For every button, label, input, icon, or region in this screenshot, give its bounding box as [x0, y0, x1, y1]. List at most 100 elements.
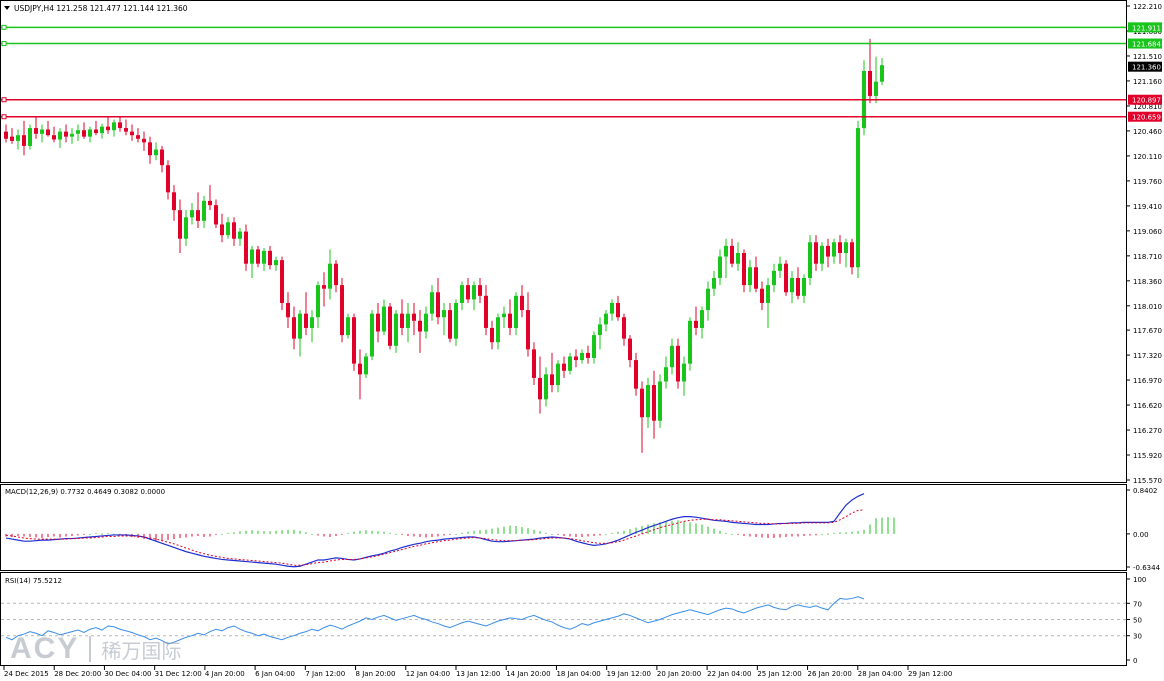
time-tick-label: 30 Dec 04:00 — [104, 670, 151, 678]
candle-body — [490, 327, 494, 343]
candle-body — [232, 222, 236, 239]
candle-body — [730, 245, 734, 264]
line-price-label: 121.684 — [1132, 41, 1161, 49]
candle-body — [550, 374, 554, 386]
time-tick-label: 31 Dec 12:00 — [155, 670, 202, 678]
candle-body — [196, 210, 200, 221]
price-tick-label: 116.270 — [1133, 427, 1162, 435]
line-price-label-box — [1128, 22, 1162, 33]
macd-line — [5, 493, 865, 568]
candle-body — [160, 149, 164, 166]
time-tick-label: 6 Jan 04:00 — [255, 670, 295, 678]
time-axis: 24 Dec 2015 28 Dec 20:00 30 Dec 04:00 31 De… — [3, 666, 952, 678]
broker-watermark: ACY 稀万国际 — [10, 632, 181, 666]
candle-body — [484, 295, 488, 328]
candle-body — [310, 317, 314, 328]
macd-signal-line — [5, 509, 865, 566]
candle-body — [208, 200, 212, 206]
candle-body — [358, 363, 362, 375]
candle-body — [850, 242, 854, 268]
candle-body — [118, 122, 122, 129]
candle-body — [136, 135, 140, 139]
candle-body — [496, 317, 500, 343]
rsi-title: RSI(14) 75.5212 — [5, 577, 62, 585]
price-tick-label: 120.110 — [1133, 153, 1162, 161]
candle-body — [352, 317, 356, 364]
candle-body — [742, 252, 746, 286]
candle-body — [334, 263, 338, 286]
line-anchor-handle — [1, 24, 7, 30]
price-tick-label: 116.620 — [1133, 402, 1162, 410]
candle-body — [124, 128, 128, 132]
candle-body — [634, 360, 638, 389]
candle-body — [856, 128, 860, 268]
candle-body — [166, 165, 170, 193]
candle-body — [838, 242, 842, 253]
candle-body — [460, 285, 464, 303]
horizontal-lines[interactable]: 121.911 121.684 120.897 120.659 — [1, 22, 1162, 122]
line-anchor-handle — [1, 97, 7, 103]
candle-body — [802, 277, 806, 296]
candle-body — [190, 210, 194, 218]
candle-body — [508, 313, 512, 328]
candle-body — [202, 200, 206, 221]
triangle-down-icon[interactable] — [4, 6, 10, 10]
candle-body — [70, 133, 74, 137]
candle-body — [154, 149, 158, 156]
candle-body — [412, 313, 416, 321]
candle-body — [436, 292, 440, 318]
candle-body — [844, 242, 848, 253]
candle-body — [364, 356, 368, 375]
candle-body — [418, 320, 422, 332]
candle-body — [874, 81, 878, 96]
candle-body — [292, 317, 296, 339]
candle-body — [754, 267, 758, 289]
candle-body — [712, 277, 716, 289]
candle-body — [28, 128, 32, 146]
candle-body — [88, 129, 92, 137]
candle-body — [526, 310, 530, 350]
time-tick-label: 28 Jan 04:00 — [858, 670, 902, 678]
rsi-tick-label: 0 — [1133, 657, 1137, 665]
time-tick-label: 29 Jan 12:00 — [908, 670, 952, 678]
watermark-logo-text: ACY — [10, 632, 80, 665]
price-tick-label: 117.320 — [1133, 352, 1162, 360]
price-tick-label: 122.210 — [1133, 3, 1162, 11]
candle-body — [562, 363, 566, 371]
candle-body — [766, 285, 770, 303]
candle-body — [478, 285, 482, 296]
candle-body — [376, 313, 380, 332]
time-tick-label: 24 Dec 2015 — [4, 670, 49, 678]
candle-body — [544, 374, 548, 400]
time-tick-label: 19 Jan 12:00 — [607, 670, 651, 678]
symbol-ohlc-readout: USDJPY,H4 121.258 121.477 121.144 121.36… — [14, 4, 188, 13]
candle-body — [448, 310, 452, 339]
candle-body — [868, 70, 872, 96]
price-tick-label: 120.810 — [1133, 103, 1162, 111]
candle-body — [520, 295, 524, 311]
candle-body — [604, 313, 608, 325]
price-tick-label: 118.010 — [1133, 303, 1162, 311]
candle-body — [82, 130, 86, 137]
candle-body — [826, 245, 830, 257]
time-tick-label: 12 Jan 04:00 — [406, 670, 450, 678]
candle-body — [274, 260, 278, 266]
candle-body — [226, 222, 230, 236]
candle-body — [628, 338, 632, 361]
rsi-pane: RSI(14) 75.5212 100 70 50 30 0 — [1, 576, 1146, 665]
candle-body — [220, 224, 224, 236]
time-tick-label: 13 Jan 12:00 — [456, 670, 500, 678]
line-price-label: 120.659 — [1132, 114, 1161, 122]
price-tick-label: 119.410 — [1133, 203, 1162, 211]
candle-body — [442, 310, 446, 318]
candle-body — [322, 285, 326, 289]
candle-body — [598, 324, 602, 336]
candle-body — [148, 142, 152, 156]
price-tick-label: 118.710 — [1133, 253, 1162, 261]
current-price-marker: 121.360 — [1128, 61, 1162, 72]
price-tick-label: 120.460 — [1133, 128, 1162, 136]
time-tick-label: 4 Jan 20:00 — [205, 670, 245, 678]
candle-body — [400, 313, 404, 328]
macd-tick-label: 0.8402 — [1133, 487, 1158, 495]
